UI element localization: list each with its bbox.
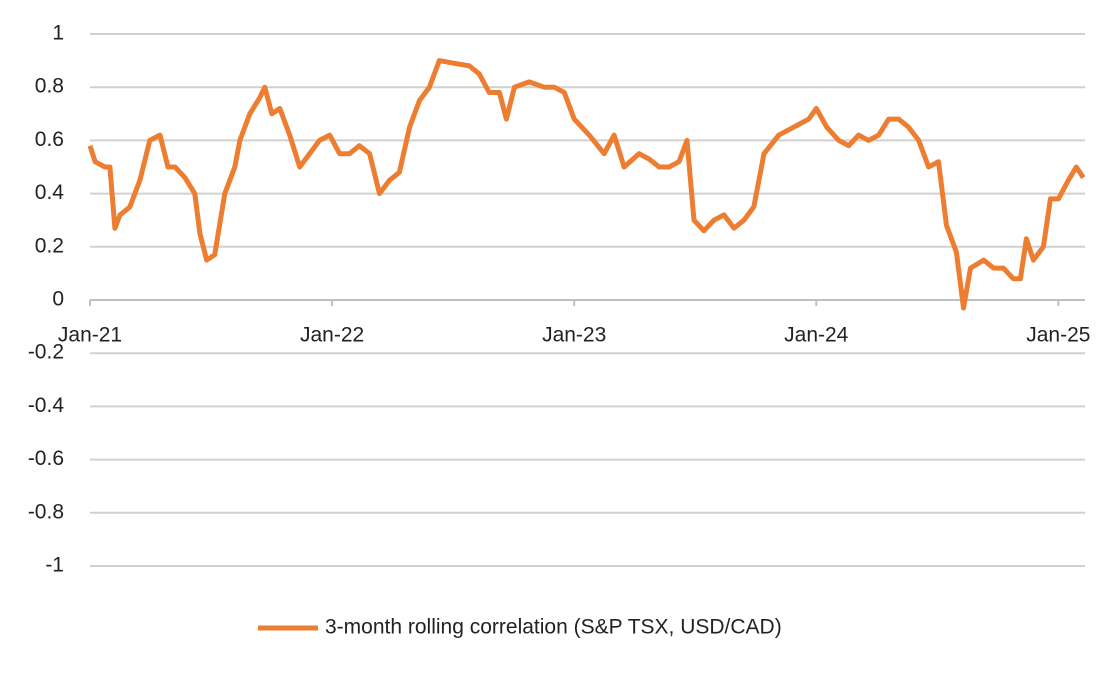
y-tick-label: -0.6	[28, 447, 64, 470]
y-tick-label: -0.8	[28, 500, 64, 523]
y-tick-label: -0.2	[28, 341, 64, 364]
x-tick-label: Jan-21	[58, 324, 122, 347]
legend-label: 3-month rolling correlation (S&P TSX, US…	[325, 616, 782, 639]
x-tick-label: Jan-25	[1026, 324, 1090, 347]
y-tick-label: 0.8	[35, 75, 64, 98]
y-tick-label: 1	[52, 22, 64, 45]
x-tick-label: Jan-23	[542, 324, 606, 347]
x-tick-label: Jan-22	[300, 324, 364, 347]
y-tick-label: 0.6	[35, 128, 64, 151]
x-tick-label: Jan-24	[784, 324, 849, 347]
y-tick-label: 0.4	[35, 181, 65, 204]
y-tick-label: -1	[45, 554, 64, 577]
y-tick-label: 0.2	[35, 234, 64, 257]
y-tick-label: -0.4	[28, 394, 65, 417]
y-tick-label: 0	[52, 288, 64, 311]
data-line	[87, 58, 1086, 311]
